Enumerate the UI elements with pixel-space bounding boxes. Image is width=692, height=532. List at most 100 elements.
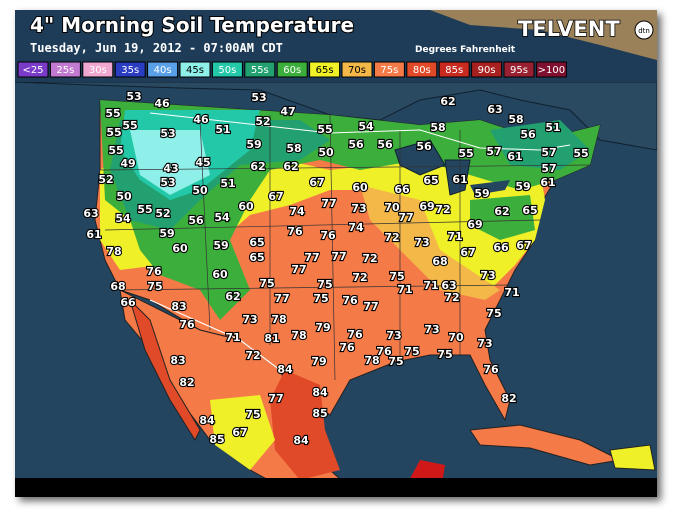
station-reading: 73: [477, 337, 492, 350]
station-reading: 53: [251, 91, 266, 104]
station-reading: 56: [416, 140, 432, 153]
station-reading: 60: [238, 200, 254, 213]
station-reading: 65: [249, 251, 264, 264]
station-reading: 84: [312, 386, 328, 399]
station-reading: 61: [452, 173, 467, 186]
station-reading: 82: [179, 376, 194, 389]
station-reading: 50: [192, 184, 208, 197]
legend-label: 95s: [510, 65, 528, 76]
station-reading: 52: [255, 115, 270, 128]
station-reading: 70: [384, 201, 400, 214]
station-reading: 50: [318, 146, 334, 159]
station-reading: 67: [309, 176, 324, 189]
station-reading: 73: [414, 236, 429, 249]
station-reading: 53: [160, 127, 175, 140]
station-reading: 79: [311, 355, 326, 368]
legend-label: 35s: [121, 65, 139, 76]
legend-label: 50s: [218, 65, 236, 76]
station-reading: 56: [377, 138, 393, 151]
station-reading: 59: [246, 138, 261, 151]
station-reading: 46: [193, 113, 209, 126]
station-reading: 67: [516, 239, 531, 252]
legend-swatch: [276, 61, 308, 78]
brand: TELVENT: [518, 17, 620, 41]
subtitle: Tuesday, Jun 19, 2012 - 07:00AM CDT: [30, 41, 283, 55]
station-reading: 68: [432, 255, 447, 268]
station-reading: 76: [320, 229, 336, 242]
station-reading: 84: [199, 414, 215, 427]
station-reading: 76: [287, 225, 303, 238]
station-reading: 50: [116, 190, 132, 203]
legend-label: 55s: [251, 65, 269, 76]
station-reading: 57: [486, 145, 501, 158]
station-reading: 67: [268, 190, 283, 203]
legend-swatch: [341, 61, 373, 78]
station-reading: 62: [440, 95, 455, 108]
station-reading: 45: [195, 156, 210, 169]
station-reading: 75: [486, 307, 501, 320]
station-reading: 58: [286, 142, 301, 155]
station-reading: 84: [293, 434, 309, 447]
station-reading: 57: [541, 146, 556, 159]
station-reading: 66: [120, 296, 136, 309]
legend-label: 40s: [154, 65, 172, 76]
station-reading: 55: [317, 123, 332, 136]
station-reading: 77: [363, 300, 378, 313]
station-reading: 55: [458, 147, 473, 160]
station-reading: 85: [209, 433, 224, 446]
station-reading: 62: [283, 160, 298, 173]
station-reading: 65: [522, 204, 537, 217]
station-reading: 75: [388, 355, 403, 368]
station-reading: 75: [147, 280, 162, 293]
station-reading: 58: [508, 113, 523, 126]
station-reading: 43: [163, 162, 178, 175]
station-reading: 81: [264, 332, 279, 345]
station-reading: 51: [220, 177, 235, 190]
station-reading: 73: [424, 323, 439, 336]
station-reading: 76: [179, 318, 195, 331]
station-reading: 69: [419, 200, 434, 213]
station-reading: 54: [214, 211, 230, 224]
station-reading: 72: [384, 231, 399, 244]
station-reading: 51: [545, 121, 560, 134]
station-reading: 77: [331, 250, 346, 263]
station-reading: 73: [351, 202, 366, 215]
legend-swatch: [503, 61, 535, 78]
station-reading: 71: [225, 331, 240, 344]
station-reading: 73: [242, 313, 257, 326]
legend-label: 45s: [186, 65, 204, 76]
legend-swatch: [82, 61, 114, 78]
station-reading: 60: [172, 242, 188, 255]
legend-swatch: [179, 61, 211, 78]
station-reading: 56: [188, 214, 204, 227]
station-reading: 61: [86, 228, 101, 241]
legend-swatch: [373, 61, 405, 78]
station-reading: 68: [110, 280, 125, 293]
station-reading: 85: [312, 407, 327, 420]
legend-label: 85s: [445, 65, 463, 76]
station-reading: 75: [245, 408, 260, 421]
station-reading: 75: [404, 345, 419, 358]
station-reading: 63: [83, 207, 98, 220]
units: Degrees Fahrenheit: [415, 45, 516, 55]
station-reading: 62: [250, 160, 265, 173]
legend-swatch: [244, 61, 276, 78]
station-reading: 77: [304, 251, 319, 264]
station-reading: 77: [268, 392, 283, 405]
legend-label: 60s: [283, 65, 301, 76]
station-reading: 72: [435, 203, 450, 216]
legend-swatch: [49, 61, 81, 78]
station-reading: 59: [515, 180, 530, 193]
legend-label: 75s: [380, 65, 398, 76]
station-reading: 47: [280, 105, 295, 118]
legend-swatch: [211, 61, 243, 78]
station-reading: 78: [291, 329, 306, 342]
station-reading: 77: [291, 263, 306, 276]
station-reading: 74: [348, 221, 364, 234]
station-reading: 54: [358, 120, 374, 133]
station-reading: 75: [313, 292, 328, 305]
station-reading: 77: [321, 197, 336, 210]
